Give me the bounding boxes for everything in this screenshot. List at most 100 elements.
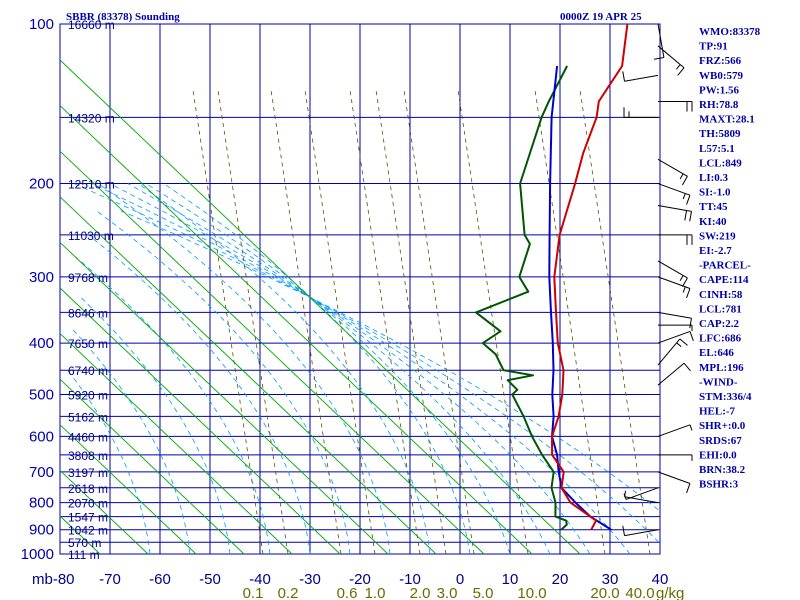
wind-barb — [657, 471, 691, 494]
wind-barb — [657, 204, 692, 222]
index-entry: EI:-2.7 — [699, 245, 732, 257]
wind-barb — [658, 324, 693, 332]
index-entry: CAPE:114 — [699, 274, 749, 286]
dry-adiabat — [59, 424, 197, 555]
wind-barb-flag — [682, 176, 688, 186]
moist-adiabat — [109, 183, 591, 555]
mixing-ratio-label: 0.6 — [337, 585, 358, 600]
temperature-tick-label: -40 — [249, 571, 271, 588]
wind-barb — [622, 71, 659, 82]
moist-adiabat — [163, 183, 471, 555]
index-entry: -PARCEL- — [699, 260, 751, 272]
pressure-label: 900 — [29, 522, 54, 539]
wind-barb-flag — [689, 331, 694, 342]
dry-adiabat — [59, 378, 245, 555]
mixing-ratio-line — [270, 89, 342, 555]
height-label: 111 m — [68, 548, 100, 562]
height-label: 2618 m — [68, 482, 108, 496]
wind-barb — [657, 276, 691, 299]
wind-barb-flag — [689, 424, 693, 431]
height-label: 1042 m — [68, 524, 108, 538]
wind-barb-staff — [657, 330, 691, 344]
station-title: SBBR (83378) Sounding — [66, 11, 180, 23]
index-entry: WB0:579 — [699, 70, 744, 82]
height-label: 12510 m — [68, 178, 115, 192]
index-entry: TT:45 — [699, 201, 728, 213]
dry-adiabat — [59, 333, 293, 555]
wind-barb-flag — [677, 67, 685, 76]
mixing-ratio-label: 40.0 — [625, 585, 654, 600]
pressure-label: 1000 — [21, 546, 54, 563]
dry-adiabat — [59, 242, 389, 555]
height-label: 2070 m — [68, 497, 108, 511]
temperature-tick-label: -20 — [349, 571, 371, 588]
wind-barb-flag — [686, 288, 691, 299]
mixing-ratio-line — [457, 89, 529, 555]
temperature-tick-label: 10 — [502, 571, 519, 588]
temperature-line — [551, 23, 629, 531]
index-entry: HEL:-7 — [699, 406, 736, 418]
wind-barb — [657, 158, 688, 186]
index-entry: EHI:0.0 — [699, 449, 737, 461]
wind-barb-flag — [679, 173, 684, 180]
index-entry: BSHR:3 — [699, 479, 739, 491]
mixing-ratio-label: 5.0 — [473, 585, 494, 600]
moist-adiabats — [67, 183, 659, 555]
wind-barb-staff — [657, 338, 681, 366]
wind-barb — [657, 330, 694, 344]
wind-barb-staff — [657, 158, 688, 177]
wind-barb-flag — [679, 275, 684, 281]
dry-adiabat — [59, 196, 437, 555]
wind-barb — [657, 424, 693, 437]
index-entry: SI:-1.0 — [699, 187, 731, 199]
wind-barb — [658, 454, 693, 461]
temperature-tick-label: 40 — [652, 571, 669, 588]
index-entry: KI:40 — [699, 216, 727, 228]
height-label: 9768 m — [68, 271, 108, 285]
moist-adiabat — [137, 183, 431, 555]
moist-adiabat — [75, 256, 271, 555]
temperature-tick-label: 20 — [552, 571, 569, 588]
wind-barb-staff — [657, 362, 685, 386]
mixing-ratio-line — [304, 89, 376, 555]
wind-barb — [623, 487, 659, 500]
moist-adiabat — [120, 210, 659, 511]
wind-barb-staff — [657, 23, 665, 58]
wind-barb-flag — [675, 64, 681, 70]
index-entry: FRZ:566 — [699, 55, 742, 67]
index-entry: CINH:58 — [699, 289, 743, 301]
temperature-tick-label: 30 — [602, 571, 619, 588]
height-label: 6740 m — [68, 364, 108, 378]
moist-adiabat — [127, 183, 551, 555]
moist-adiabat — [78, 295, 231, 555]
index-entry: LCL:849 — [699, 157, 742, 169]
index-entry: STM:336/4 — [699, 391, 752, 403]
temperature-tick-label: -10 — [399, 571, 421, 588]
wind-barb — [657, 311, 692, 329]
moist-adiabat — [88, 234, 311, 555]
mixing-ratio-line — [375, 89, 447, 555]
mixing-ratio-line — [403, 89, 475, 555]
dry-adiabat — [59, 105, 533, 555]
dry-adiabats — [59, 59, 581, 555]
dry-adiabat — [59, 59, 581, 555]
wind-barb-staff — [657, 260, 688, 279]
wind-barb-staff — [657, 183, 691, 196]
temperature-tick-label: -60 — [149, 571, 171, 588]
mixing-ratio-label: 20.0 — [590, 585, 619, 600]
wind-barb-flag — [682, 193, 686, 200]
wind-barb-flag — [684, 210, 688, 221]
mixing-ratio-label: 0.2 — [278, 585, 299, 600]
plot-frame — [59, 23, 661, 555]
pressure-label: 300 — [29, 269, 54, 286]
wind-barb-flag — [679, 338, 688, 346]
index-entry: MPL:196 — [699, 362, 744, 374]
mixing-ratio-label: 1.0 — [365, 585, 386, 600]
wind-barb — [657, 362, 691, 386]
height-label: 570 m — [68, 536, 101, 550]
wind-barb-staff — [657, 276, 691, 289]
height-label: 5162 m — [68, 410, 108, 424]
index-entry: LCL:781 — [699, 303, 742, 315]
